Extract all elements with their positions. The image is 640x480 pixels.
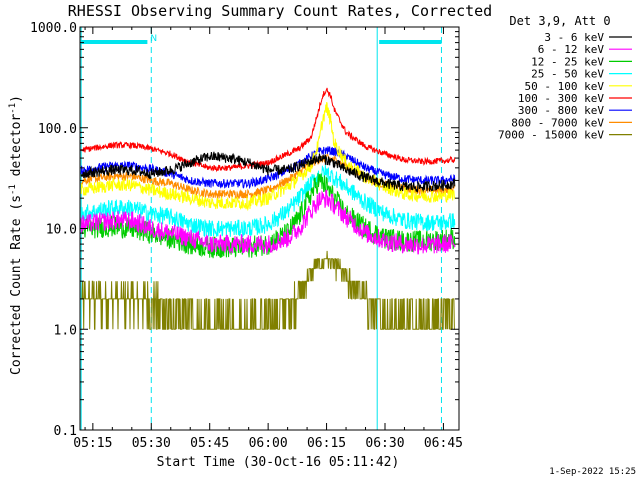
series-line-50-100-kev xyxy=(80,101,456,212)
x-tick-label: 06:15 xyxy=(307,436,346,451)
series-line-7000-15000-kev xyxy=(81,250,455,330)
y-label-sup2: -1 xyxy=(8,103,18,114)
x-tick-label: 06:45 xyxy=(424,436,463,451)
observing-markers: N xyxy=(80,27,442,430)
legend-label: 100 - 300 keV xyxy=(518,92,604,105)
legend-label: 50 - 100 keV xyxy=(525,80,605,93)
x-tick-label: 05:15 xyxy=(73,436,112,451)
y-tick-label: 0.1 xyxy=(54,424,77,439)
legend-label: 7000 - 15000 keV xyxy=(498,129,604,142)
chart-title: RHESSI Observing Summary Count Rates, Co… xyxy=(68,2,492,20)
series-group xyxy=(80,87,456,330)
y-tick-label: 100.0 xyxy=(38,122,77,137)
y-axis: 0.1 1.0 10.0 100.0 1000.0 xyxy=(30,21,459,439)
series-line-6-12-kev xyxy=(80,189,456,255)
legend-title: Det 3,9, Att 0 xyxy=(509,14,610,28)
y-label-part3: ) xyxy=(9,95,24,103)
marker-bar-label: N xyxy=(150,34,157,44)
x-tick-label: 06:00 xyxy=(249,436,288,451)
y-tick-label: 1.0 xyxy=(54,323,77,338)
x-tick-label: 05:30 xyxy=(132,436,171,451)
legend-label: 300 - 800 keV xyxy=(518,104,604,117)
y-tick-label: 1000.0 xyxy=(30,21,77,36)
x-axis: 05:15 05:30 05:45 06:00 06:15 06:30 06:45 xyxy=(73,27,463,451)
legend-label: 25 - 50 keV xyxy=(531,68,604,81)
y-label-part2: detector xyxy=(9,114,24,185)
x-tick-label: 06:30 xyxy=(365,436,404,451)
x-tick-label: 05:45 xyxy=(190,436,229,451)
legend-label: 800 - 7000 keV xyxy=(511,116,604,129)
timestamp: 1-Sep-2022 15:25 xyxy=(549,467,636,477)
y-label-part1: Corrected Count Rate (s xyxy=(9,195,24,375)
series-line-25-50-kev xyxy=(80,164,456,238)
y-tick-label: 10.0 xyxy=(46,223,77,238)
legend-label: 6 - 12 keV xyxy=(538,43,605,56)
x-axis-label: Start Time (30-Oct-16 05:11:42) xyxy=(157,455,400,470)
series-line-3-6-kev xyxy=(80,151,456,193)
series-line-300-800-kev xyxy=(80,146,456,190)
series-line-100-300-kev xyxy=(80,87,456,173)
legend-label: 3 - 6 keV xyxy=(544,31,604,44)
y-axis-label: Corrected Count Rate (s-1 detector-1) xyxy=(8,95,24,375)
y-label-sup1: -1 xyxy=(8,184,18,195)
legend-label: 12 - 25 keV xyxy=(531,55,604,68)
